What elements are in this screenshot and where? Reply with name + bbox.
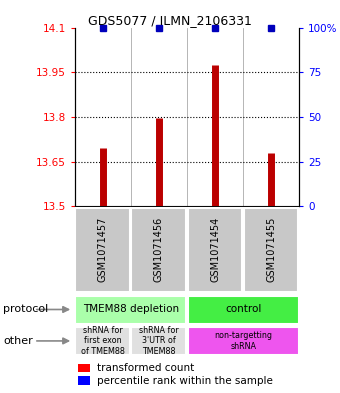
Text: shRNA for
3'UTR of
TMEM88: shRNA for 3'UTR of TMEM88 — [139, 326, 179, 356]
Text: transformed count: transformed count — [97, 363, 194, 373]
Text: shRNA for
first exon
of TMEM88: shRNA for first exon of TMEM88 — [81, 326, 125, 356]
Bar — [75, 296, 186, 324]
Bar — [188, 208, 242, 292]
Text: GSM1071454: GSM1071454 — [210, 217, 220, 282]
Bar — [75, 208, 130, 292]
Text: GSM1071456: GSM1071456 — [154, 217, 164, 282]
Text: GSM1071457: GSM1071457 — [98, 217, 108, 282]
Bar — [132, 327, 186, 355]
Text: protocol: protocol — [3, 305, 49, 314]
Text: non-targetting
shRNA: non-targetting shRNA — [214, 331, 272, 351]
Text: GSM1071455: GSM1071455 — [266, 217, 276, 282]
Text: other: other — [3, 336, 33, 346]
Bar — [188, 327, 299, 355]
Bar — [75, 327, 130, 355]
Text: TMEM88 depletion: TMEM88 depletion — [83, 305, 179, 314]
Text: percentile rank within the sample: percentile rank within the sample — [97, 376, 273, 386]
Bar — [244, 208, 298, 292]
Text: GDS5077 / ILMN_2106331: GDS5077 / ILMN_2106331 — [88, 14, 252, 27]
Bar — [188, 296, 299, 324]
Text: control: control — [225, 305, 261, 314]
Bar — [132, 208, 186, 292]
